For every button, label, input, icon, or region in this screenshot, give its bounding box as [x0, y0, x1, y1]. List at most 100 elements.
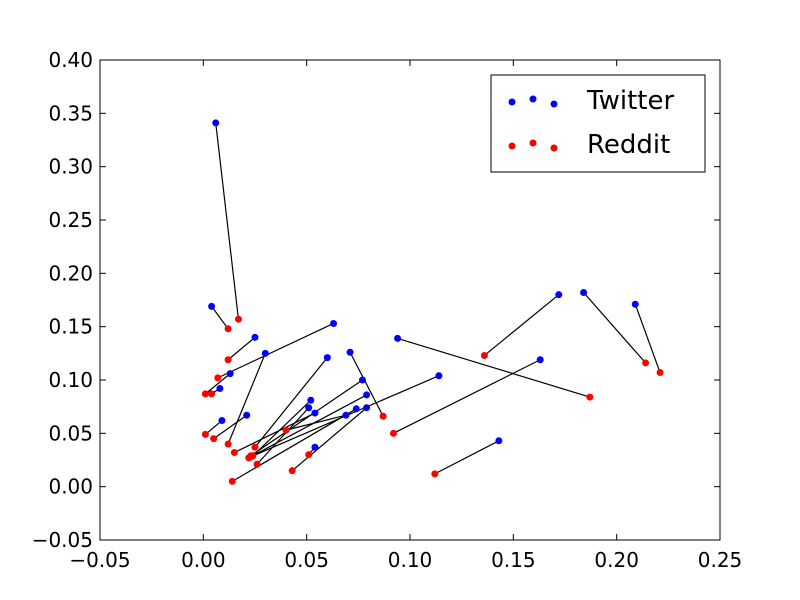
y-tick-label: 0.10 — [48, 368, 93, 392]
pair-connector-line — [285, 414, 347, 431]
reddit-point — [224, 440, 232, 448]
pair-connector-line — [634, 304, 661, 373]
twitter-point — [212, 119, 220, 127]
x-tick-label: 0.15 — [491, 548, 536, 572]
legend-label-twitter: Twitter — [586, 86, 674, 116]
y-tick-label: 0.20 — [48, 261, 93, 285]
x-tick-label: 0.10 — [388, 548, 433, 572]
reddit-point — [214, 374, 222, 382]
reddit-point — [480, 351, 488, 359]
reddit-point — [208, 390, 216, 398]
y-tick-label: 0.00 — [48, 475, 93, 499]
reddit-point — [224, 325, 232, 333]
x-axis: −0.05 0.00 0.05 0.10 0.15 0.20 0.25 — [69, 60, 742, 572]
pair-connector-line — [227, 353, 266, 445]
twitter-point — [536, 356, 544, 364]
pair-connector-line — [252, 399, 312, 457]
twitter-point — [218, 417, 226, 425]
y-axis: −0.05 0.00 0.05 0.10 0.15 0.20 0.25 0.30 0.35 0.4… — [32, 48, 720, 552]
reddit-points — [201, 315, 664, 485]
pair-connector-line — [205, 373, 231, 395]
pair-connector-line — [434, 440, 500, 475]
twitter-point — [631, 300, 639, 308]
twitter-point — [435, 372, 443, 380]
pair-connector-line — [393, 359, 541, 434]
legend-marker-twitter — [508, 98, 516, 106]
reddit-point — [642, 359, 650, 367]
legend-entry-twitter: Twitter — [508, 86, 674, 116]
twitter-point — [208, 302, 216, 310]
y-tick-label: 0.35 — [48, 101, 93, 125]
pair-connectors — [205, 122, 661, 482]
twitter-point — [352, 405, 360, 413]
twitter-point — [226, 370, 234, 378]
pair-connector-line — [254, 357, 328, 448]
twitter-point — [555, 291, 563, 299]
pair-connector-line — [211, 306, 229, 330]
twitter-points — [208, 119, 639, 451]
twitter-point — [342, 411, 350, 419]
reddit-point — [253, 460, 261, 468]
twitter-point — [346, 348, 354, 356]
reddit-point — [201, 430, 209, 438]
twitter-point — [394, 334, 402, 342]
legend-label-reddit: Reddit — [587, 130, 670, 160]
y-tick-label: 0.40 — [48, 48, 93, 72]
reddit-point — [234, 315, 242, 323]
reddit-point — [282, 426, 290, 434]
twitter-point — [243, 411, 251, 419]
twitter-point — [305, 404, 313, 412]
pair-connector-line — [248, 394, 367, 459]
legend: Twitter Reddit — [490, 74, 706, 173]
reddit-point — [210, 435, 218, 443]
pair-connector-line — [217, 322, 334, 379]
reddit-point — [389, 429, 397, 437]
reddit-point — [288, 467, 296, 475]
x-tick-label: 0.25 — [698, 548, 743, 572]
twitter-point — [307, 396, 315, 404]
x-tick-label: −0.05 — [69, 548, 130, 572]
pair-connector-line — [583, 292, 647, 364]
reddit-point — [201, 390, 209, 398]
pair-connector-line — [484, 294, 560, 356]
reddit-point — [586, 393, 594, 401]
pair-connector-line — [234, 412, 316, 454]
legend-marker-twitter — [550, 100, 558, 108]
reddit-point — [305, 451, 313, 459]
pair-connector-line — [250, 379, 363, 457]
pair-connector-line — [205, 420, 223, 435]
reddit-point — [431, 470, 439, 478]
pair-connector-line — [227, 336, 256, 361]
pair-connector-line — [291, 407, 367, 472]
pair-connector-line — [215, 122, 240, 320]
x-tick-label: 0.00 — [181, 548, 226, 572]
reddit-point — [247, 453, 255, 461]
twitter-point — [311, 443, 319, 451]
pair-connector-line — [213, 414, 248, 440]
pair-connector-line — [397, 337, 590, 398]
twitter-point — [323, 354, 331, 362]
twitter-point — [363, 404, 371, 412]
reddit-point — [251, 443, 259, 451]
legend-marker-reddit — [529, 139, 537, 147]
reddit-point — [230, 449, 238, 457]
y-tick-label: −0.05 — [32, 528, 93, 552]
twitter-point — [580, 289, 588, 297]
twitter-point — [251, 333, 259, 341]
pair-connector-line — [349, 351, 384, 417]
legend-entry-reddit: Reddit — [508, 130, 670, 160]
x-tick-label: 0.05 — [284, 548, 329, 572]
legend-marker-twitter — [529, 95, 537, 103]
twitter-point — [216, 385, 224, 393]
reddit-point — [379, 412, 387, 420]
y-tick-label: 0.25 — [48, 208, 93, 232]
twitter-point — [358, 376, 366, 384]
twitter-point — [495, 437, 503, 445]
legend-marker-reddit — [508, 142, 516, 150]
reddit-point — [228, 477, 236, 485]
y-tick-label: 0.30 — [48, 155, 93, 179]
pair-connector-line — [256, 407, 310, 465]
legend-box — [490, 74, 706, 173]
twitter-point — [330, 319, 338, 327]
